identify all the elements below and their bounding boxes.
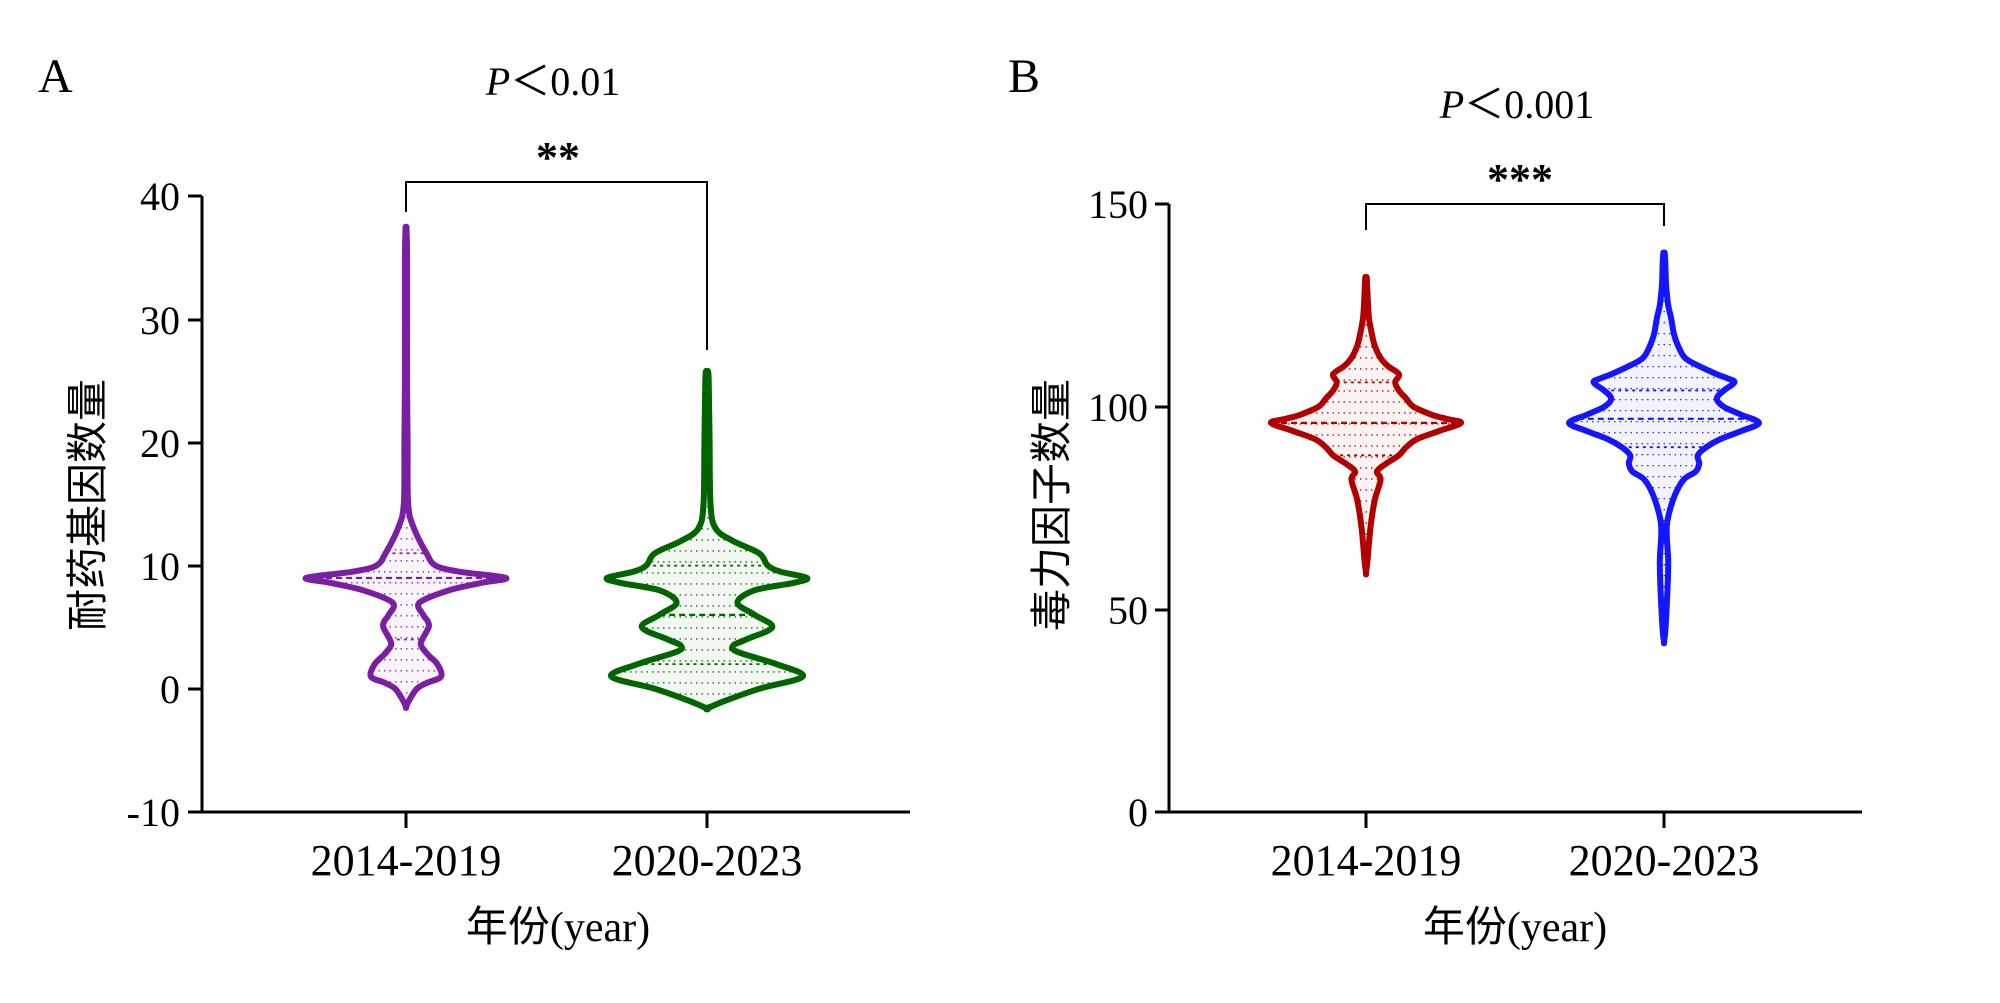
- violins-b: [1267, 249, 1762, 647]
- y-tick-label: 40: [140, 174, 180, 219]
- x-ticks-a: 2014-2019 2020-2023: [311, 812, 803, 885]
- panel-label-a: A: [38, 50, 73, 103]
- y-tick-label: 0: [1128, 790, 1148, 835]
- y-tick-label: -10: [127, 790, 180, 835]
- panel-label-b: B: [1008, 50, 1040, 103]
- p-value-a: P＜0.01: [485, 59, 620, 104]
- y-ticks-b: 0 50 100 150: [1088, 182, 1169, 835]
- significance-bracket-a: [405, 181, 708, 350]
- violin-outline: [302, 223, 510, 712]
- violin-outline: [1566, 249, 1762, 647]
- significance-bracket-b: [1365, 203, 1665, 230]
- panel-b: B P＜0.001 *** 0 50 100 150 2014-2019 202…: [1008, 50, 1862, 951]
- y-tick-label: 20: [140, 421, 180, 466]
- y-tick-label: 50: [1108, 588, 1148, 633]
- violin-outline: [603, 367, 811, 713]
- violins-a: [302, 223, 811, 713]
- panel-a: A P＜0.01 ** -10 0 10 20 30 40 2014-2019 …: [38, 50, 910, 951]
- x-tick-label: 2020-2023: [612, 836, 803, 885]
- y-tick-label: 0: [160, 667, 180, 712]
- significance-marker-a: **: [536, 133, 580, 182]
- y-ticks-a: -10 0 10 20 30 40: [127, 174, 202, 835]
- significance-marker-b: ***: [1487, 155, 1553, 204]
- y-tick-label: 150: [1088, 182, 1148, 227]
- y-axis-title-b: 毒力因子数量: [1030, 379, 1076, 631]
- y-tick-label: 30: [140, 298, 180, 343]
- y-tick-label: 100: [1088, 385, 1148, 430]
- x-axis-title-b: 年份(year): [1423, 904, 1607, 951]
- violin-fill: [1270, 277, 1462, 575]
- x-axis-title-a: 年份(year): [466, 904, 650, 951]
- violin-b-2: [1566, 249, 1762, 647]
- violin-a-2: [603, 367, 811, 713]
- x-tick-label: 2014-2019: [1271, 836, 1462, 885]
- p-value-b: P＜0.001: [1439, 82, 1594, 127]
- violin-outline: [1267, 274, 1465, 578]
- violin-a-1: [302, 223, 510, 712]
- violin-b-1: [1267, 274, 1465, 578]
- y-axis-title-a: 耐药基因数量: [66, 379, 112, 631]
- x-tick-label: 2014-2019: [311, 836, 502, 885]
- x-ticks-b: 2014-2019 2020-2023: [1271, 812, 1760, 885]
- y-tick-label: 10: [140, 544, 180, 589]
- x-tick-label: 2020-2023: [1569, 836, 1760, 885]
